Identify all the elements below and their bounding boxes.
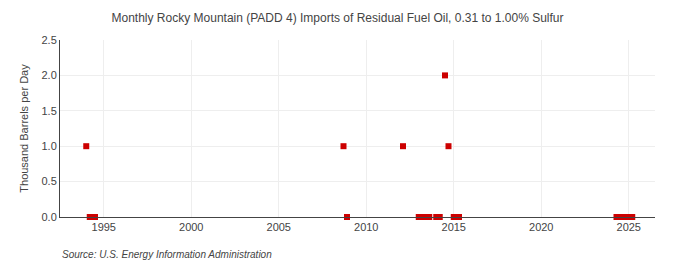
svg-text:2000: 2000	[179, 221, 203, 233]
svg-text:2.5: 2.5	[42, 34, 57, 46]
svg-text:1995: 1995	[92, 221, 116, 233]
svg-text:2.0: 2.0	[42, 69, 57, 81]
svg-text:Thousand Barrels per Day: Thousand Barrels per Day	[18, 64, 30, 193]
svg-text:2020: 2020	[529, 221, 553, 233]
svg-text:2015: 2015	[442, 221, 466, 233]
svg-text:Source: U.S. Energy Informatio: Source: U.S. Energy Information Administ…	[62, 249, 272, 260]
svg-text:2010: 2010	[354, 221, 378, 233]
svg-text:Monthly Rocky Mountain (PADD 4: Monthly Rocky Mountain (PADD 4) Imports …	[112, 11, 564, 25]
svg-text:2005: 2005	[267, 221, 291, 233]
svg-text:1.5: 1.5	[42, 105, 57, 117]
svg-text:1.0: 1.0	[42, 140, 57, 152]
svg-text:2025: 2025	[617, 221, 641, 233]
svg-text:0.5: 0.5	[42, 175, 57, 187]
svg-text:0.0: 0.0	[42, 211, 57, 223]
